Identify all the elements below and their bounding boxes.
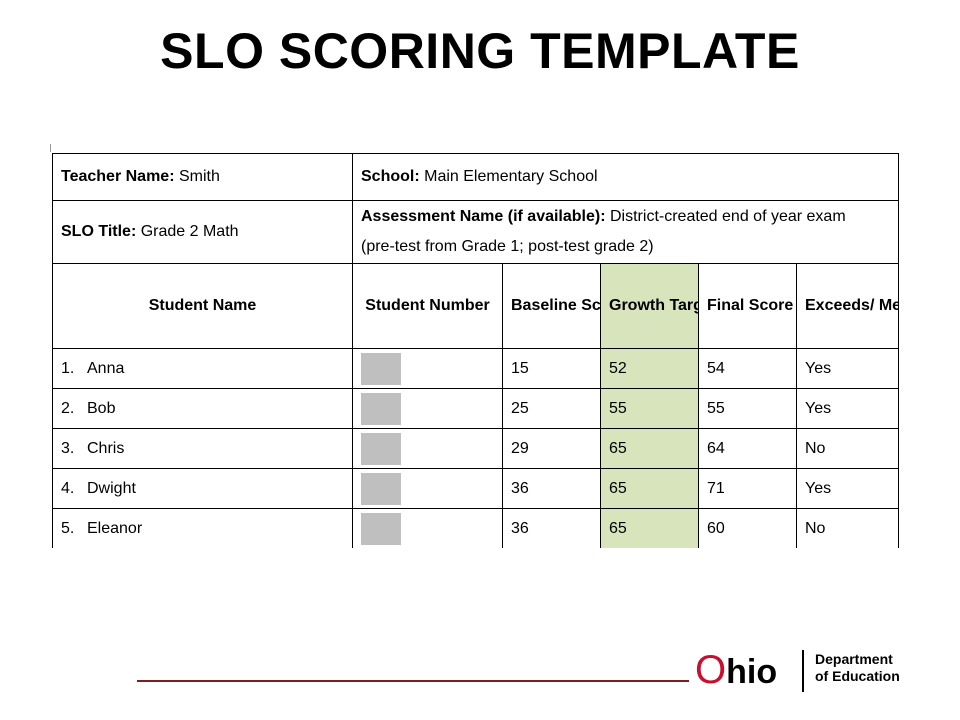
student-name: Anna <box>87 359 125 377</box>
row-index: 3. <box>61 439 75 457</box>
logo-divider <box>802 650 804 692</box>
assessment-note: (pre-test from Grade 1; post-test grade … <box>361 238 654 255</box>
table-row: 2. Bob 25 55 55 Yes <box>52 388 900 429</box>
student-name: Chris <box>87 439 125 457</box>
table-row: 5. Eleanor 36 65 60 No <box>52 508 900 548</box>
slo-title-value: Grade 2 Math <box>140 223 239 240</box>
baseline-score: 36 <box>502 508 601 548</box>
footer-rule <box>137 680 689 682</box>
redacted-student-number <box>361 432 401 465</box>
table-corner-mark <box>50 144 51 152</box>
header-student-name: Student Name <box>52 263 353 349</box>
student-name-cell: 3. Chris <box>52 428 353 469</box>
table-row: 3. Chris 29 65 64 No <box>52 428 900 469</box>
student-name-cell: 5. Eleanor <box>52 508 353 548</box>
exceeds-target: No <box>795 428 900 469</box>
table-row: 1. Anna 15 52 54 Yes <box>52 348 900 389</box>
ohio-logo: Ohio <box>695 648 777 692</box>
teacher-school-row: Teacher Name: Smith School: Main Element… <box>52 153 900 201</box>
growth-target: 52 <box>600 348 699 389</box>
slo-assessment-row: SLO Title: Grade 2 Math Assessment Name … <box>52 200 900 264</box>
growth-target: 55 <box>600 388 699 429</box>
student-name: Dwight <box>87 479 136 497</box>
baseline-score: 36 <box>502 468 601 509</box>
redacted-student-number <box>361 392 401 425</box>
column-header-row: Student Name Student Number Baseline Sco… <box>52 263 900 349</box>
exceeds-target: No <box>795 508 900 548</box>
exceeds-target: Yes <box>795 348 900 389</box>
table-row: 4. Dwight 36 65 71 Yes <box>52 468 900 509</box>
assessment-cell: Assessment Name (if available): District… <box>351 200 900 264</box>
row-index: 5. <box>61 519 75 537</box>
student-number-cell <box>352 508 503 548</box>
final-score: 64 <box>698 428 797 469</box>
slo-scoring-table: Teacher Name: Smith School: Main Element… <box>52 153 900 548</box>
school-label: School: <box>361 168 420 185</box>
student-name-cell: 4. Dwight <box>52 468 353 509</box>
student-name: Eleanor <box>87 519 143 537</box>
exceeds-target: Yes <box>795 468 900 509</box>
assessment-label: Assessment Name (if available): <box>361 208 606 225</box>
header-final-score: Final Score <box>698 263 797 349</box>
slo-title-label: SLO Title: <box>61 223 137 240</box>
student-name-cell: 2. Bob <box>52 388 353 429</box>
row-index: 1. <box>61 359 75 377</box>
redacted-student-number <box>361 512 401 545</box>
student-number-cell <box>352 468 503 509</box>
department-of-education-text: Department of Education <box>815 651 900 685</box>
student-number-cell <box>352 348 503 389</box>
school-value: Main Elementary School <box>424 168 598 185</box>
growth-target: 65 <box>600 468 699 509</box>
exceeds-target: Yes <box>795 388 900 429</box>
student-name-cell: 1. Anna <box>52 348 353 389</box>
student-number-cell <box>352 428 503 469</box>
school-cell: School: Main Elementary School <box>351 153 900 201</box>
dept-line-2: of Education <box>815 668 900 684</box>
header-growth-target: Growth Target <box>600 263 699 349</box>
teacher-name-cell: Teacher Name: Smith <box>52 153 353 201</box>
growth-target: 65 <box>600 508 699 548</box>
final-score: 54 <box>698 348 797 389</box>
ohio-logo-text: hio <box>726 653 778 691</box>
header-baseline-score: Baseline Score <box>502 263 601 349</box>
baseline-score: 15 <box>502 348 601 389</box>
growth-target: 65 <box>600 428 699 469</box>
header-exceeds-target: Exceeds/ Meets Target? (yes/ no) <box>795 263 900 349</box>
redacted-student-number <box>361 352 401 385</box>
baseline-score: 29 <box>502 428 601 469</box>
slo-title-cell: SLO Title: Grade 2 Math <box>52 200 353 264</box>
header-student-number: Student Number <box>352 263 503 349</box>
teacher-name-label: Teacher Name: <box>61 168 175 185</box>
final-score: 60 <box>698 508 797 548</box>
row-index: 4. <box>61 479 75 497</box>
redacted-student-number <box>361 472 401 505</box>
final-score: 71 <box>698 468 797 509</box>
dept-line-1: Department <box>815 651 893 667</box>
final-score: 55 <box>698 388 797 429</box>
baseline-score: 25 <box>502 388 601 429</box>
student-number-cell <box>352 388 503 429</box>
student-name: Bob <box>87 399 116 417</box>
ohio-logo-o: O <box>695 648 727 692</box>
row-index: 2. <box>61 399 75 417</box>
slide-title: SLO SCORING TEMPLATE <box>160 23 800 79</box>
teacher-name-value: Smith <box>178 168 220 185</box>
assessment-value: District-created end of year exam <box>610 208 846 225</box>
